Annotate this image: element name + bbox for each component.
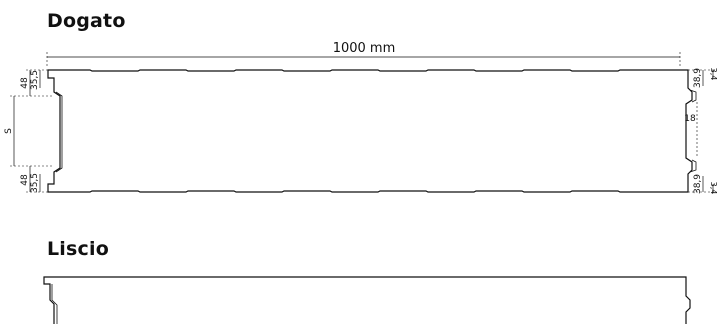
left-dim-bottom-outer: 48 [20, 174, 30, 186]
left-joint-inner-line [55, 91, 63, 173]
right-dim-top-outer: 38,9 [693, 68, 703, 88]
liscio-right-joint-profile [684, 276, 691, 324]
liscio-panel [43, 276, 691, 324]
right-joint-profile [682, 69, 693, 193]
bottom-skin [54, 190, 682, 193]
right-dim-bottom-inner: 3,4 [709, 182, 717, 195]
left-dim-thickness: S [4, 128, 14, 134]
left-dim-top-inner: 35,5 [30, 70, 40, 90]
right-dim-gap: 18 [684, 114, 696, 124]
left-dim-top-outer: 48 [20, 77, 30, 89]
right-joint-hook-top [689, 89, 697, 103]
width-label: 1000 mm [333, 41, 396, 56]
right-joint-hook-bottom [689, 159, 697, 173]
liscio-left-joint-inner [51, 284, 58, 324]
dogato-panel [10, 52, 716, 193]
right-dim-top-inner: 3,4 [709, 68, 717, 81]
right-dim-bottom-outer: 38,9 [693, 174, 703, 194]
section-title-dogato: Dogato [47, 10, 126, 32]
left-dim-bottom-inner: 35,5 [30, 173, 40, 193]
liscio-left-joint-profile [43, 276, 55, 324]
section-title-liscio: Liscio [47, 238, 109, 260]
left-joint-profile [47, 69, 61, 193]
top-skin [54, 69, 682, 72]
